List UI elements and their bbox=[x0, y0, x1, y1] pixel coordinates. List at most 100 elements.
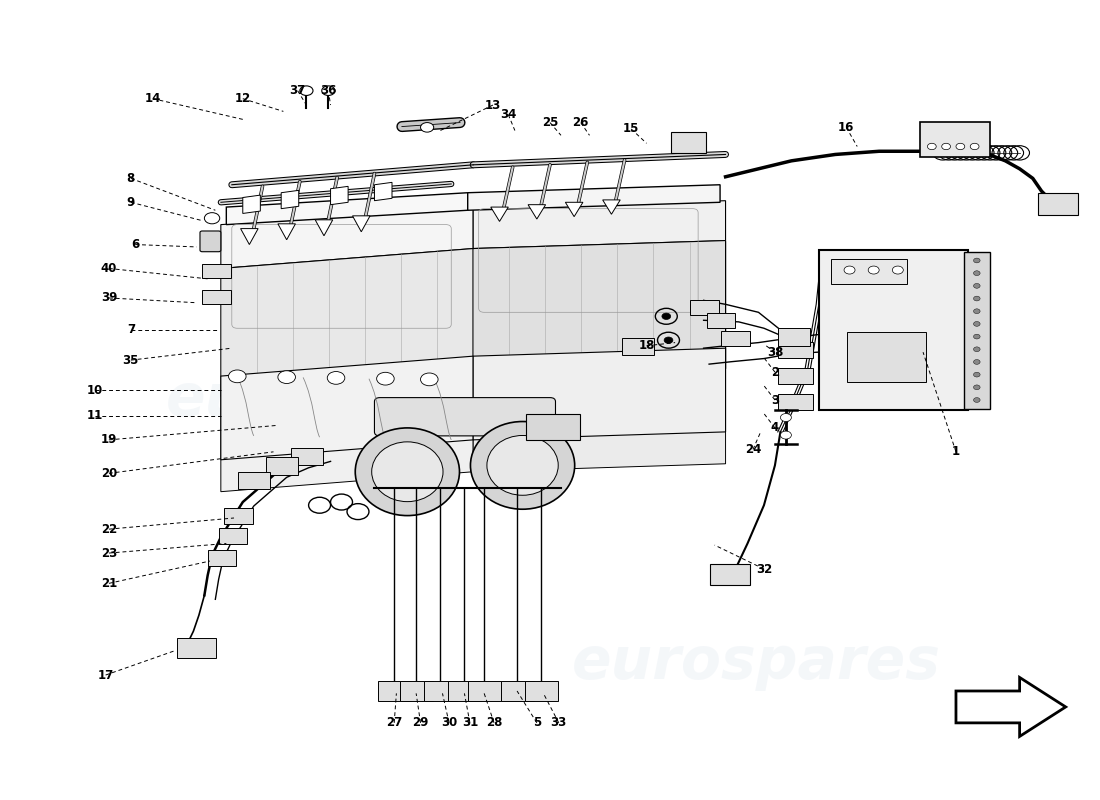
Ellipse shape bbox=[372, 442, 443, 502]
Polygon shape bbox=[603, 200, 620, 214]
FancyBboxPatch shape bbox=[424, 682, 456, 701]
Text: 23: 23 bbox=[101, 546, 117, 559]
Polygon shape bbox=[468, 185, 720, 210]
Text: 4: 4 bbox=[771, 422, 779, 434]
FancyBboxPatch shape bbox=[778, 342, 813, 358]
Text: 39: 39 bbox=[101, 291, 117, 305]
FancyBboxPatch shape bbox=[177, 638, 217, 658]
Circle shape bbox=[974, 283, 980, 288]
Circle shape bbox=[956, 143, 965, 150]
Polygon shape bbox=[473, 368, 726, 472]
Polygon shape bbox=[374, 182, 392, 201]
Polygon shape bbox=[473, 201, 726, 249]
Text: 16: 16 bbox=[838, 121, 855, 134]
FancyBboxPatch shape bbox=[691, 300, 719, 315]
Polygon shape bbox=[565, 202, 583, 217]
FancyBboxPatch shape bbox=[399, 682, 432, 701]
Circle shape bbox=[322, 86, 334, 95]
Text: 30: 30 bbox=[441, 716, 458, 730]
Polygon shape bbox=[331, 186, 348, 205]
Ellipse shape bbox=[355, 428, 460, 515]
Text: 31: 31 bbox=[462, 716, 478, 730]
Circle shape bbox=[662, 313, 671, 319]
Text: 9: 9 bbox=[126, 196, 135, 209]
FancyBboxPatch shape bbox=[920, 122, 990, 157]
Text: 17: 17 bbox=[98, 669, 113, 682]
FancyBboxPatch shape bbox=[202, 290, 231, 304]
FancyBboxPatch shape bbox=[671, 132, 706, 153]
Polygon shape bbox=[241, 229, 258, 245]
Polygon shape bbox=[221, 249, 473, 396]
FancyBboxPatch shape bbox=[623, 338, 654, 355]
Text: 22: 22 bbox=[101, 522, 117, 536]
FancyBboxPatch shape bbox=[202, 264, 231, 278]
Text: 2: 2 bbox=[771, 366, 779, 378]
Text: 1: 1 bbox=[952, 446, 960, 458]
Polygon shape bbox=[352, 216, 370, 232]
Polygon shape bbox=[278, 224, 296, 240]
Circle shape bbox=[278, 370, 296, 383]
FancyBboxPatch shape bbox=[448, 682, 481, 701]
Circle shape bbox=[229, 370, 246, 382]
Text: 37: 37 bbox=[289, 84, 306, 97]
FancyBboxPatch shape bbox=[778, 328, 810, 346]
Polygon shape bbox=[528, 205, 546, 219]
Text: 26: 26 bbox=[572, 116, 588, 129]
FancyBboxPatch shape bbox=[526, 414, 580, 440]
Circle shape bbox=[328, 371, 344, 384]
FancyBboxPatch shape bbox=[847, 332, 926, 382]
Polygon shape bbox=[316, 220, 332, 236]
Circle shape bbox=[970, 143, 979, 150]
Text: 35: 35 bbox=[123, 354, 139, 366]
Circle shape bbox=[780, 414, 791, 422]
FancyBboxPatch shape bbox=[377, 682, 410, 701]
FancyBboxPatch shape bbox=[964, 252, 990, 409]
Circle shape bbox=[974, 385, 980, 390]
Text: 11: 11 bbox=[87, 410, 102, 422]
FancyBboxPatch shape bbox=[239, 472, 271, 490]
Circle shape bbox=[664, 337, 673, 343]
FancyBboxPatch shape bbox=[292, 448, 323, 466]
FancyBboxPatch shape bbox=[778, 368, 813, 384]
Circle shape bbox=[974, 258, 980, 263]
Circle shape bbox=[420, 122, 433, 132]
Circle shape bbox=[420, 373, 438, 386]
Text: 40: 40 bbox=[101, 262, 117, 275]
Text: eurospares: eurospares bbox=[572, 634, 940, 691]
FancyBboxPatch shape bbox=[818, 250, 968, 410]
FancyBboxPatch shape bbox=[266, 458, 298, 475]
Text: 32: 32 bbox=[756, 562, 772, 575]
Polygon shape bbox=[473, 241, 726, 376]
Text: 20: 20 bbox=[101, 467, 117, 480]
FancyBboxPatch shape bbox=[1038, 193, 1078, 215]
Circle shape bbox=[868, 266, 879, 274]
Ellipse shape bbox=[487, 435, 558, 495]
Circle shape bbox=[376, 372, 394, 385]
Text: 14: 14 bbox=[144, 92, 161, 105]
Text: 12: 12 bbox=[234, 92, 251, 105]
Circle shape bbox=[974, 309, 980, 314]
Text: 25: 25 bbox=[542, 116, 558, 129]
Text: 13: 13 bbox=[485, 98, 502, 111]
Text: 34: 34 bbox=[500, 108, 517, 121]
Text: 24: 24 bbox=[745, 443, 761, 456]
Circle shape bbox=[974, 398, 980, 402]
Circle shape bbox=[974, 372, 980, 377]
Circle shape bbox=[205, 213, 220, 224]
Circle shape bbox=[974, 296, 980, 301]
Text: 18: 18 bbox=[638, 339, 654, 352]
Polygon shape bbox=[227, 193, 468, 225]
Text: 28: 28 bbox=[486, 716, 503, 730]
Circle shape bbox=[974, 334, 980, 339]
Text: 15: 15 bbox=[623, 122, 639, 135]
Circle shape bbox=[844, 266, 855, 274]
Text: 3: 3 bbox=[771, 394, 779, 406]
FancyBboxPatch shape bbox=[208, 550, 236, 566]
Circle shape bbox=[942, 143, 950, 150]
Circle shape bbox=[974, 270, 980, 275]
Polygon shape bbox=[221, 376, 473, 492]
Polygon shape bbox=[282, 190, 299, 209]
Circle shape bbox=[974, 359, 980, 364]
Polygon shape bbox=[243, 195, 261, 214]
Text: 38: 38 bbox=[767, 346, 783, 358]
